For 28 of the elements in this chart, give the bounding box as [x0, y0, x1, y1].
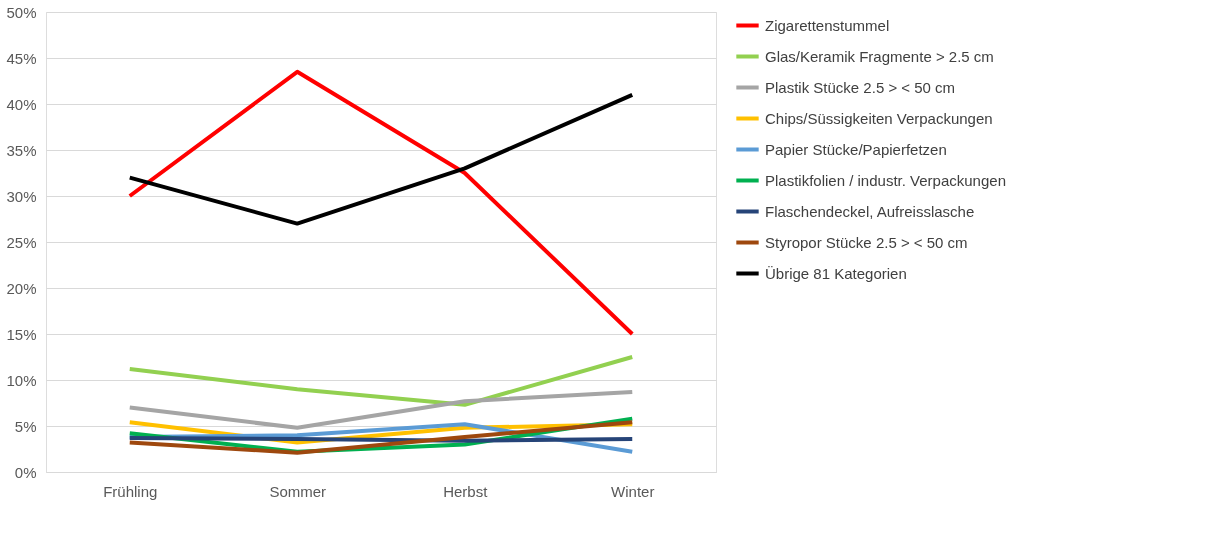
y-tick-label: 40% [6, 95, 37, 113]
y-tick-label: 30% [6, 187, 37, 205]
legend-label: Chips/Süssigkeiten Verpackungen [765, 109, 993, 127]
legend-label: Plastikfolien / industr. Verpackungen [765, 171, 1006, 189]
x-tick-label: Sommer [269, 482, 327, 500]
legend-label: Übrige 81 Kategorien [765, 264, 907, 282]
line-series [127, 69, 635, 336]
y-tick-label: 50% [6, 3, 37, 21]
legend-label: Plastik Stücke 2.5 > < 50 cm [765, 78, 956, 96]
y-tick-label: 25% [6, 233, 37, 251]
y-tick-label: 35% [6, 141, 37, 159]
legend-label: Glas/Keramik Fragmente > 2.5 cm [765, 47, 994, 65]
x-tick-label: Herbst [443, 482, 489, 500]
y-tick-label: 5% [14, 417, 37, 435]
legend-label: Papier Stücke/Papierfetzen [765, 140, 947, 158]
x-tick-label: Winter [611, 482, 655, 500]
legend-label: Zigarettenstummel [765, 16, 890, 34]
y-tick-label: 10% [6, 371, 37, 389]
x-tick-label: Frühling [103, 482, 158, 500]
y-tick-label: 15% [6, 325, 37, 343]
line-series [127, 389, 635, 430]
y-tick-label: 45% [6, 49, 37, 67]
line-series [127, 92, 635, 226]
line-series [127, 355, 635, 407]
y-tick-label: 0% [14, 463, 37, 481]
legend-label: Styropor Stücke 2.5 > < 50 cm [765, 233, 968, 251]
legend-label: Flaschendeckel, Aufreisslasche [765, 202, 975, 220]
y-tick-label: 20% [6, 279, 37, 297]
